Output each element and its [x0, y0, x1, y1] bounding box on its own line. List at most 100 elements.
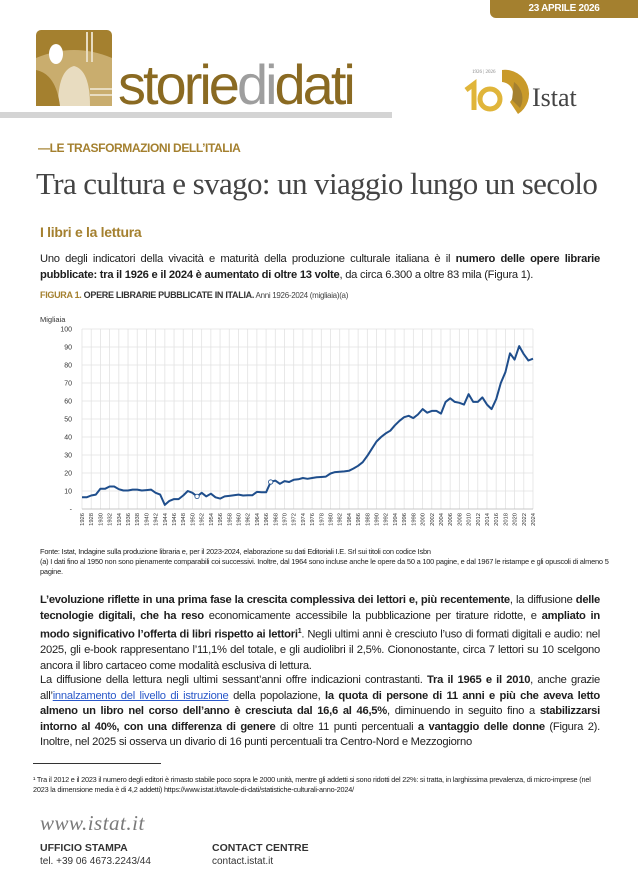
- page-title: Tra cultura e svago: un viaggio lungo un…: [36, 166, 598, 201]
- y-axis-label: Migliaia: [40, 315, 66, 324]
- figure-title: OPERE LIBRARIE PUBBLICATE IN ITALIA.: [83, 290, 255, 300]
- x-tick-label: 1972: [292, 513, 298, 526]
- figure-label: FIGURA 1.: [40, 290, 84, 300]
- x-tick-label: 1962: [246, 513, 252, 526]
- y-tick-label: 70: [64, 381, 72, 388]
- x-tick-label: 1954: [209, 512, 215, 526]
- x-tick-label: 1938: [135, 513, 141, 526]
- website-link[interactable]: www.istat.it: [40, 811, 145, 835]
- x-tick-label: 2008: [457, 513, 463, 526]
- text-run: , diminuendo in seguito fino a: [386, 705, 540, 717]
- x-tick-label: 1976: [310, 513, 316, 526]
- x-tick-label: 1940: [144, 513, 150, 526]
- x-tick-label: 1928: [89, 513, 95, 526]
- x-tick-label: 1944: [163, 512, 169, 526]
- x-tick-label: 1948: [181, 513, 187, 526]
- text-run: della popolazione,: [228, 689, 326, 702]
- x-tick-label: 1980: [329, 513, 335, 526]
- x-tick-label: 1996: [402, 513, 408, 526]
- y-tick-label: 90: [64, 345, 72, 352]
- footnote: ¹ Tra il 2012 e il 2023 il numero degli …: [33, 775, 591, 794]
- x-tick-label: 1932: [108, 513, 114, 526]
- x-tick-label: 1986: [356, 513, 362, 526]
- x-tick-label: 1970: [282, 513, 288, 526]
- y-tick-label: 60: [64, 399, 72, 406]
- brand-part: storie: [118, 53, 240, 116]
- source-text: Fonte: Istat, Indagine sulla produzione …: [40, 547, 431, 556]
- x-tick-label: 2016: [494, 513, 500, 526]
- y-tick-label: 50: [64, 417, 72, 424]
- x-tick-label: 1934: [117, 512, 123, 526]
- y-tick-label: 80: [64, 363, 72, 370]
- text-run: economicamente accessibile la pubblicazi…: [203, 609, 542, 622]
- x-tick-label: 2022: [522, 513, 528, 526]
- inline-link[interactable]: innalzamento del livello di istruzione: [52, 689, 229, 702]
- brand-part: dati: [274, 53, 356, 116]
- text-run: Tra il 1965 e il 2010: [427, 674, 531, 686]
- x-tick-label: 1974: [301, 512, 307, 526]
- contact-centre-link[interactable]: contact.istat.it: [212, 856, 274, 867]
- footnote-ref[interactable]: 1: [297, 628, 302, 635]
- text-run: La diffusione della lettura negli ultimi…: [40, 674, 428, 686]
- body-paragraph: La diffusione della lettura negli ultimi…: [40, 673, 600, 751]
- x-tick-label: 2000: [421, 513, 427, 526]
- section-heading: I libri e la lettura: [40, 224, 142, 240]
- x-tick-label: 1936: [126, 513, 132, 526]
- contact-centre-label: CONTACT CENTRE: [212, 842, 309, 854]
- y-tick-label: 10: [64, 489, 72, 496]
- x-tick-label: 1990: [375, 513, 381, 526]
- x-tick-label: 1994: [393, 512, 399, 526]
- text-run: L’evoluzione riflette in una prima fase …: [40, 594, 510, 606]
- x-tick-label: 2020: [513, 513, 519, 526]
- x-tick-label: 1992: [384, 513, 390, 526]
- figure-caption: FIGURA 1. OPERE LIBRARIE PUBBLICATE IN I…: [40, 290, 348, 300]
- y-tick-label: 100: [60, 327, 72, 334]
- x-tick-label: 1978: [319, 513, 325, 526]
- data-point: [268, 479, 274, 485]
- text-run: , la diffusione: [509, 594, 576, 606]
- x-tick-label: 1982: [338, 513, 344, 526]
- date-badge: 23 APRILE 2026: [490, 0, 638, 18]
- x-tick-label: 2006: [448, 513, 454, 526]
- x-tick-label: 1958: [227, 513, 233, 526]
- kicker: —LE TRASFORMAZIONI DELL’ITALIA: [38, 141, 241, 155]
- y-tick-label: -: [70, 507, 73, 514]
- x-tick-label: 1998: [411, 513, 417, 526]
- press-office-phone: tel. +39 06 4673.2243/44: [40, 856, 151, 867]
- x-tick-label: 1956: [218, 513, 224, 526]
- text-run: , anche grazie all’: [40, 674, 601, 702]
- x-tick-label: 1942: [154, 513, 160, 526]
- y-tick-label: 30: [64, 453, 72, 460]
- x-tick-label: 1984: [347, 512, 353, 526]
- note-text: (a) I dati fino al 1950 non sono piename…: [40, 557, 609, 576]
- x-tick-label: 1966: [264, 513, 270, 526]
- text-run: la quota di persone di 11 anni e più che…: [40, 689, 600, 718]
- text-run: , da circa 6.300 a oltre 83 mila (Figura…: [339, 268, 534, 281]
- text-run: stabilizzarsi intorno al 40%, con una di…: [40, 705, 600, 733]
- x-tick-label: 1946: [172, 513, 178, 526]
- text-run: Uno degli indicatori della vivacità e ma…: [40, 253, 456, 265]
- brand-part: di: [236, 53, 278, 116]
- text-run: (Figura 2). Inoltre, nel 2025 si osserva…: [40, 720, 600, 749]
- x-tick-label: 1988: [365, 513, 371, 526]
- figure-source: Fonte: Istat, Indagine sulla produzione …: [40, 547, 630, 577]
- istat-100-logo-icon: 1926 | 2026 Istat: [464, 69, 578, 114]
- text-run: delle tecnologie digitali, che ha reso: [40, 594, 600, 622]
- x-tick-label: 2010: [467, 513, 473, 526]
- logo-name: Istat: [532, 83, 578, 112]
- figure-subtitle: Anni 1926-2024 (migliaia)(a): [254, 291, 349, 300]
- body-paragraph: L’evoluzione riflette in una prima fase …: [40, 593, 600, 674]
- y-tick-label: 40: [64, 435, 72, 442]
- x-tick-label: 2014: [485, 512, 491, 526]
- x-tick-label: 1960: [236, 513, 242, 526]
- y-tick-label: 20: [64, 471, 72, 478]
- series-line: [82, 345, 534, 506]
- x-tick-label: 1930: [98, 513, 104, 526]
- intro-paragraph: Uno degli indicatori della vivacità e ma…: [40, 252, 600, 283]
- logo-years: 1926 | 2026: [472, 70, 496, 75]
- x-tick-label: 1952: [200, 513, 206, 526]
- x-tick-label: 2004: [439, 512, 445, 526]
- x-tick-label: 2012: [476, 513, 482, 526]
- press-office-label: UFFICIO STAMPA: [40, 842, 128, 854]
